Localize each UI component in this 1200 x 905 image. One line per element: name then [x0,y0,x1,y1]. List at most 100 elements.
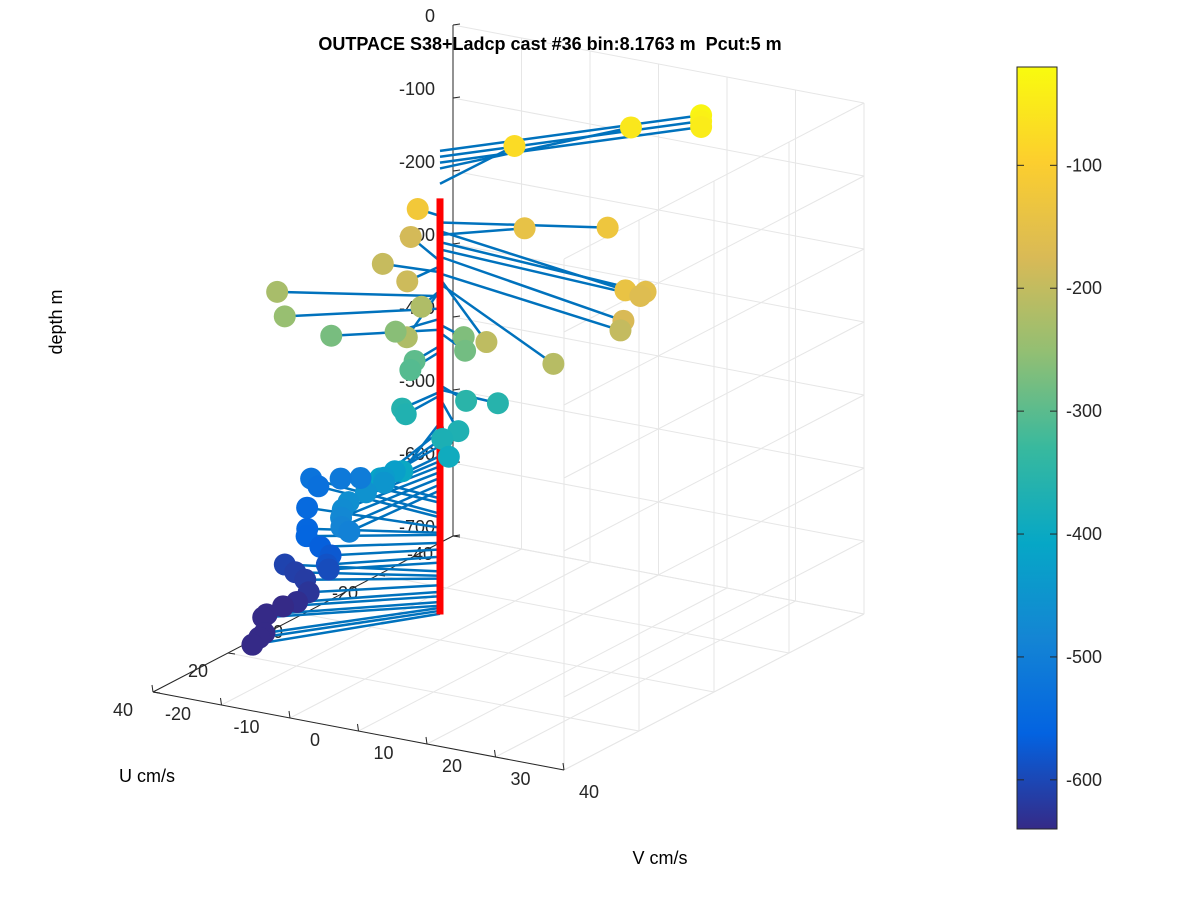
velocity-marker [338,520,361,543]
velocity-marker [619,116,642,139]
right-wall-grid-line [563,248,865,406]
velocity-marker [542,352,565,375]
colorbar-tick-label: -300 [1066,401,1102,421]
chart-title: OUTPACE S38+Ladcp cast #36 bin:8.1763 m … [318,34,782,54]
colorbar: -100 -200 -300 -400 -500 -600 [1016,66,1102,830]
velocity-marker [394,403,417,426]
velocity-marker [486,392,509,415]
velocity-marker [320,324,343,347]
grid-layer [152,24,865,771]
velocity-stick [306,533,441,538]
colorbar-tick-label: -100 [1066,155,1102,175]
velocity-marker [272,595,295,618]
velocity-stick [308,584,441,594]
velocity-marker [396,270,419,293]
z-tick-label: -200 [399,152,435,172]
velocity-stick [439,119,702,158]
velocity-marker [406,197,429,220]
right-wall-grid-line [563,467,865,625]
velocity-marker [296,496,319,519]
velocity-marker [371,252,394,275]
velocity-marker [503,134,526,157]
velocity-marker [384,320,407,343]
colorbar-tick-label: -600 [1066,770,1102,790]
velocity-stick [439,144,516,185]
velocity-marker [410,295,433,318]
z-tick-mark [452,23,461,26]
velocity-stick [330,548,441,557]
z-tick-mark [452,315,461,318]
velocity-marker [329,467,352,490]
u-tick-label: -40 [407,544,433,564]
velocity-stick [439,114,702,153]
velocity-marker [690,115,713,138]
velocity-stick [340,476,441,519]
velocity-marker [266,280,289,303]
z-tick-mark [452,242,461,245]
velocity-marker [399,358,422,381]
v-tick-label: 20 [442,756,462,776]
velocity-stick [252,612,441,646]
v-tick-label: 40 [579,782,599,802]
z-tick-label: 0 [425,6,435,26]
right-wall-grid-line [563,321,865,479]
velocity-stick [439,282,555,365]
v-tick-mark [494,749,496,758]
floor-grid-line [289,561,591,719]
u-axis-label: U cm/s [119,766,175,786]
floor-grid-line [221,548,522,706]
velocity-marker [513,217,536,240]
colorbar-tick-label: -200 [1066,278,1102,298]
back-wall-grid-line [452,97,865,177]
v-tick-label: -10 [233,717,259,737]
velocity-stick [307,527,441,534]
velocity-marker [455,389,478,412]
velocity-stick [320,541,441,549]
velocity-marker [454,339,477,362]
colorbar-tick-label: -500 [1066,647,1102,667]
u-tick-label: 20 [188,661,208,681]
velocity-marker [349,466,372,489]
velocity-marker [317,558,340,581]
velocity-stick [259,609,441,639]
velocity-stick [439,255,624,323]
data-layer [241,104,713,656]
velocity-stick [439,240,646,294]
v-tick-mark [288,710,291,719]
right-wall-grid-line [563,175,865,333]
velocity-marker [241,633,264,656]
velocity-stick [263,604,441,619]
colorbar-fill [1016,66,1058,830]
velocity-marker [431,427,454,450]
velocity-marker [307,475,330,498]
v-tick-label: 0 [310,730,320,750]
velocity-stick [439,272,621,332]
u-tick-mark [152,691,161,694]
velocity-stick [264,606,441,635]
velocity-stick [284,563,441,573]
velocity-stick [439,126,632,170]
velocity-stick [348,489,441,533]
velocity-marker [629,284,652,307]
right-wall-grid-line [563,540,865,698]
v-tick-label: -20 [165,704,191,724]
velocity-stick [318,485,441,519]
velocity-marker [437,445,460,468]
velocity-stick [326,555,441,566]
u-tick-mark [452,535,461,538]
u-tick-mark [227,652,236,655]
velocity-stick [296,590,441,604]
z-tick-label: -100 [399,79,435,99]
v-tick-mark [425,736,428,745]
velocity-marker [373,471,396,494]
floor-grid-line [495,600,796,758]
back-wall-grid-line [452,24,865,104]
right-wall-grid-line [563,613,865,771]
floor-grid-line [426,587,728,745]
velocity-marker [609,319,632,342]
v-tick-mark [220,697,222,706]
v-axis-label: V cm/s [632,848,687,868]
velocity-stick [306,506,441,529]
